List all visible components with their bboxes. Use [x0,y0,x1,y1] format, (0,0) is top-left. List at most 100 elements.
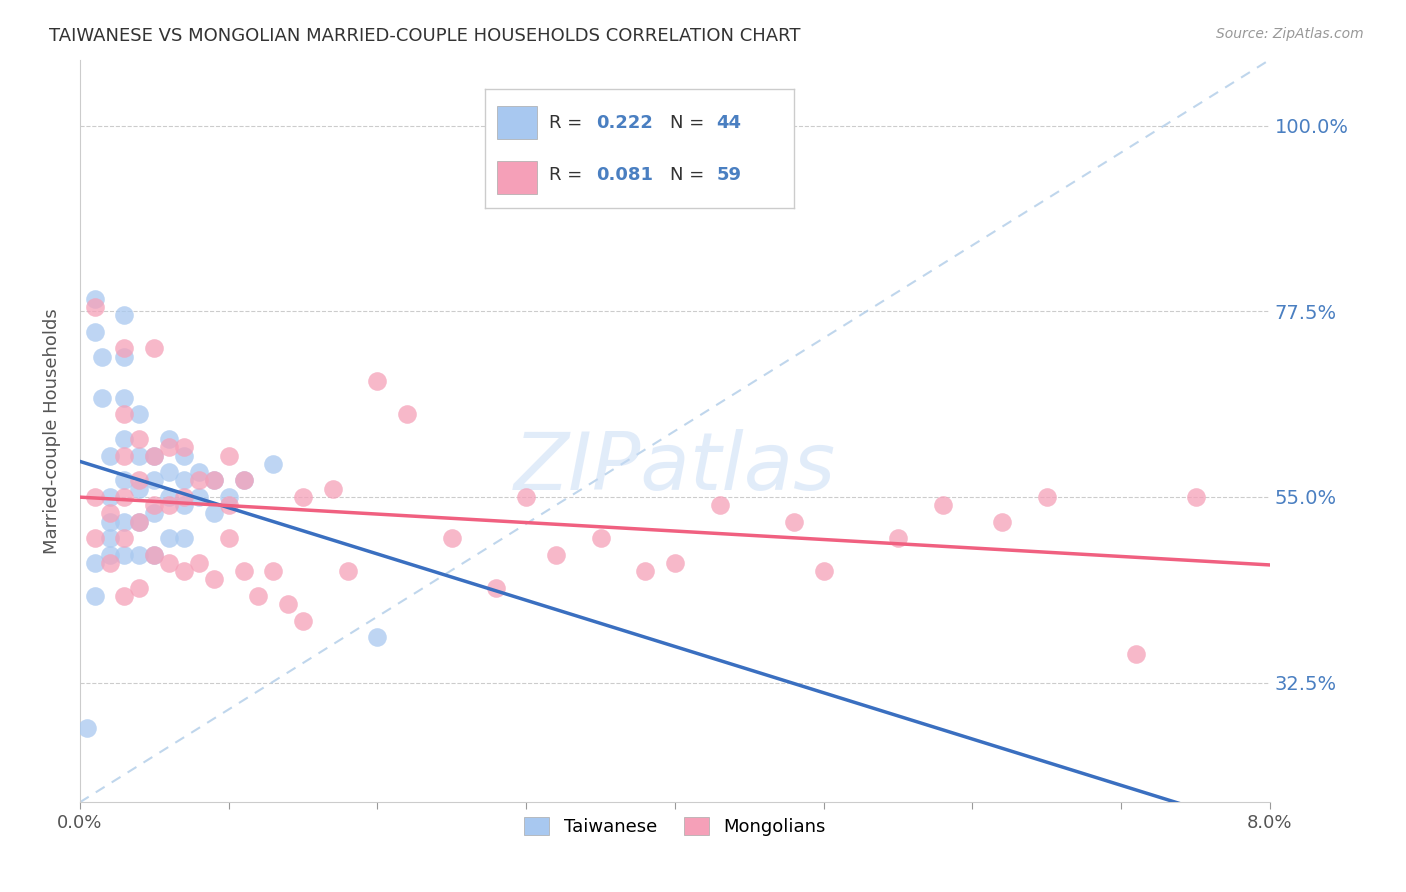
Point [887,531,910,545]
Point [232,474,254,488]
Point [232,564,254,578]
Point [262,457,284,471]
Point [128,432,150,446]
Point [173,531,195,545]
Point [218,531,240,545]
Point [218,498,240,512]
Point [114,589,136,603]
Point [262,564,284,578]
Point [98,548,121,562]
Point [157,490,180,504]
Point [589,531,612,545]
Text: ZIPatlas: ZIPatlas [513,429,837,507]
Point [128,581,150,595]
Point [143,507,166,521]
Point [83,292,105,306]
Point [83,556,105,570]
Text: TAIWANESE VS MONGOLIAN MARRIED-COUPLE HOUSEHOLDS CORRELATION CHART: TAIWANESE VS MONGOLIAN MARRIED-COUPLE HO… [49,27,800,45]
Point [366,375,388,389]
Point [664,556,686,570]
Point [83,589,105,603]
Point [157,531,180,545]
Point [202,507,225,521]
Point [366,630,388,644]
Point [187,556,209,570]
Point [128,548,150,562]
Point [114,474,136,488]
Point [173,441,195,455]
Point [1184,490,1206,504]
Point [128,482,150,496]
Point [143,548,166,562]
Point [277,597,299,611]
Point [1036,490,1059,504]
Point [218,490,240,504]
Point [247,589,270,603]
Point [292,490,315,504]
Point [76,721,98,735]
Point [157,465,180,479]
Point [83,531,105,545]
Point [98,515,121,529]
Point [128,515,150,529]
Point [91,350,114,364]
Point [91,391,114,405]
Point [292,614,315,628]
Point [173,490,195,504]
Point [1125,647,1147,661]
Y-axis label: Married-couple Households: Married-couple Households [44,308,60,554]
Point [202,573,225,587]
Point [218,449,240,463]
Point [485,581,508,595]
Point [114,548,136,562]
Point [114,449,136,463]
Point [396,408,419,422]
Point [114,309,136,323]
Point [813,564,835,578]
Point [114,515,136,529]
Point [173,564,195,578]
Point [783,515,806,529]
Point [128,515,150,529]
Point [128,408,150,422]
Point [98,449,121,463]
Point [634,564,657,578]
Point [202,474,225,488]
Point [128,474,150,488]
Point [143,342,166,356]
Point [83,490,105,504]
Point [114,432,136,446]
Point [173,449,195,463]
Point [232,474,254,488]
Point [98,531,121,545]
Point [143,474,166,488]
Point [114,391,136,405]
Point [173,498,195,512]
Point [187,474,209,488]
Point [114,350,136,364]
Point [187,465,209,479]
Point [98,556,121,570]
Point [931,498,953,512]
Point [143,498,166,512]
Point [143,548,166,562]
Legend: Taiwanese, Mongolians: Taiwanese, Mongolians [515,808,835,846]
Point [202,474,225,488]
Point [544,548,567,562]
Point [83,300,105,314]
Point [709,498,731,512]
Text: Source: ZipAtlas.com: Source: ZipAtlas.com [1216,27,1364,41]
Point [187,490,209,504]
Point [114,408,136,422]
Point [114,342,136,356]
Point [515,490,537,504]
Point [173,474,195,488]
Point [143,449,166,463]
Point [157,556,180,570]
Point [322,482,344,496]
Point [157,441,180,455]
Point [98,507,121,521]
Point [98,490,121,504]
Point [336,564,359,578]
Point [114,531,136,545]
